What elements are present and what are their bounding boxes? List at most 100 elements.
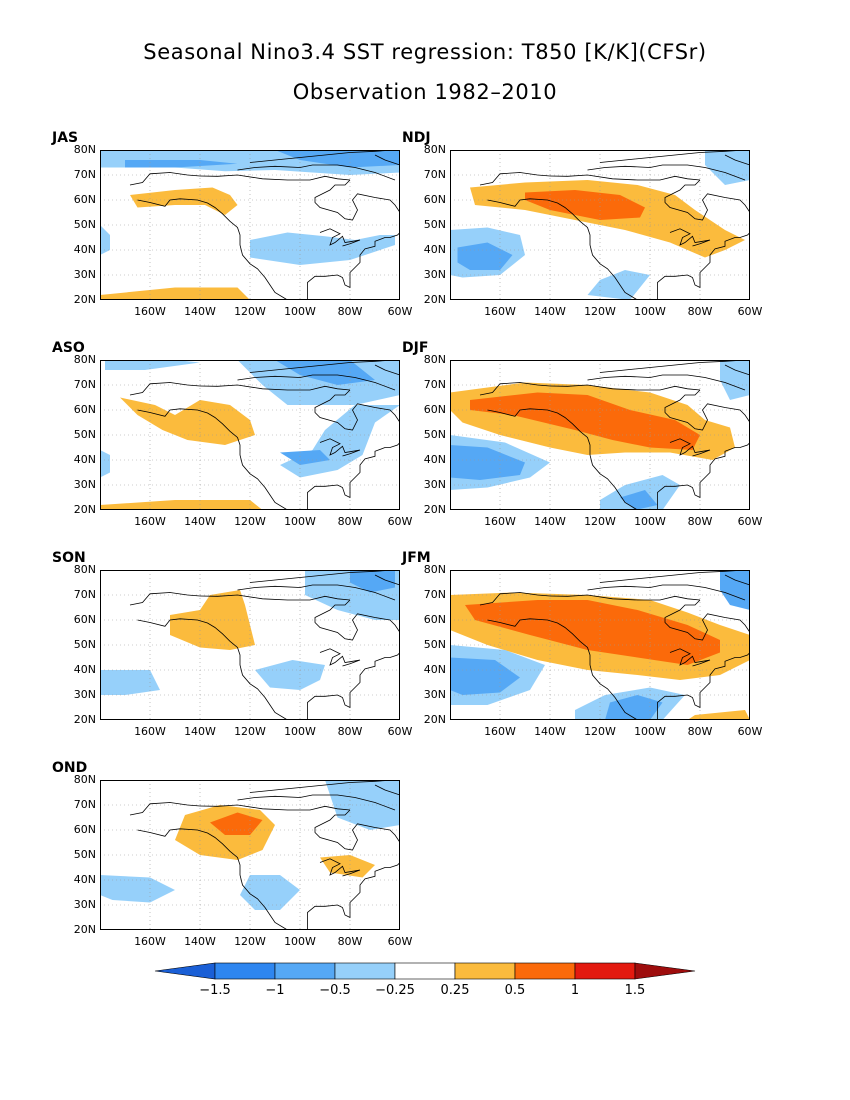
contour-region bbox=[240, 875, 300, 910]
coastline bbox=[307, 442, 400, 510]
map-panel-son: SON 80N 70N 60N 50N 40N 30N 20N 160W 140W 120W 100W… bbox=[50, 550, 412, 755]
coastline bbox=[237, 794, 396, 811]
coastline bbox=[199, 594, 351, 601]
coastline bbox=[129, 382, 201, 396]
map-area bbox=[450, 150, 750, 300]
lat-tick-label: 70N bbox=[73, 378, 96, 391]
coastline bbox=[137, 828, 288, 930]
colorbar-tick-label: 0.25 bbox=[440, 983, 470, 998]
coastline bbox=[307, 862, 400, 930]
contour-region bbox=[100, 500, 263, 510]
coastline bbox=[724, 364, 750, 376]
lon-tick-label: 60W bbox=[737, 515, 763, 528]
lat-tick-label: 20N bbox=[423, 713, 446, 726]
coastline bbox=[599, 360, 746, 373]
coastline bbox=[314, 179, 400, 233]
lat-tick-label: 70N bbox=[423, 168, 446, 181]
coastline bbox=[137, 198, 288, 300]
map-area bbox=[450, 570, 750, 720]
lat-tick-label: 70N bbox=[73, 798, 96, 811]
lat-tick-label: 70N bbox=[73, 588, 96, 601]
contour-region bbox=[250, 232, 395, 265]
lat-tick-label: 80N bbox=[73, 353, 96, 366]
lat-tick-label: 80N bbox=[423, 353, 446, 366]
colorbar-segment bbox=[334, 962, 396, 980]
lon-tick-label: 160W bbox=[134, 305, 166, 318]
contour-region bbox=[280, 450, 330, 465]
coastline bbox=[129, 592, 201, 606]
contour-region bbox=[457, 242, 513, 270]
lat-tick-label: 30N bbox=[423, 268, 446, 281]
map-panel-djf: DJF 80N 70N 60N 50N 40N 30N 20N 160W 140W 120W 100W… bbox=[400, 340, 762, 545]
panel-label: NDJ bbox=[402, 130, 431, 146]
map-area bbox=[450, 360, 750, 510]
contour-region bbox=[720, 360, 750, 400]
coastline bbox=[724, 154, 750, 166]
lat-tick-label: 50N bbox=[73, 848, 96, 861]
coastline bbox=[319, 858, 361, 877]
coastline bbox=[249, 780, 396, 793]
contour-region bbox=[125, 160, 238, 168]
lat-tick-label: 40N bbox=[73, 663, 96, 676]
lat-tick-label: 50N bbox=[423, 638, 446, 651]
coastline bbox=[249, 150, 396, 163]
coastline bbox=[374, 364, 400, 376]
coastline bbox=[137, 618, 288, 720]
lon-tick-label: 120W bbox=[584, 725, 616, 738]
contour-region bbox=[255, 660, 325, 690]
colorbar-arrow-high bbox=[634, 962, 696, 980]
lon-tick-label: 120W bbox=[234, 305, 266, 318]
lon-tick-label: 60W bbox=[387, 725, 413, 738]
lon-tick-label: 100W bbox=[284, 935, 316, 948]
coastline bbox=[307, 232, 400, 300]
map-svg bbox=[100, 780, 400, 930]
lat-tick-label: 80N bbox=[423, 563, 446, 576]
map-panel-jfm: JFM 80N 70N 60N 50N 40N 30N 20N 160W 140W 120W 100W… bbox=[400, 550, 762, 755]
lat-tick-label: 30N bbox=[73, 268, 96, 281]
coastline bbox=[669, 228, 711, 247]
contour-region bbox=[465, 600, 720, 665]
contour-region bbox=[105, 360, 200, 370]
lat-tick-label: 60N bbox=[423, 193, 446, 206]
coastline bbox=[487, 408, 638, 510]
lon-tick-label: 160W bbox=[484, 305, 516, 318]
map-area bbox=[100, 780, 400, 930]
coastline bbox=[599, 570, 746, 583]
panel-label: SON bbox=[52, 550, 86, 566]
lon-tick-label: 160W bbox=[134, 515, 166, 528]
coastline bbox=[237, 164, 396, 181]
lat-tick-label: 40N bbox=[73, 453, 96, 466]
lon-tick-label: 60W bbox=[737, 305, 763, 318]
colorbar: −1.5 −1 −0.5 −0.25 0.25 0.5 1 1.5 bbox=[150, 962, 700, 1002]
contour-region bbox=[350, 570, 395, 593]
figure-subtitle: Observation 1982–2010 bbox=[292, 80, 558, 104]
lon-tick-label: 80W bbox=[337, 305, 363, 318]
coastline bbox=[587, 164, 746, 181]
lat-tick-label: 20N bbox=[73, 923, 96, 936]
panel-label: JAS bbox=[52, 130, 79, 146]
lon-tick-label: 60W bbox=[387, 305, 413, 318]
lon-tick-label: 160W bbox=[134, 935, 166, 948]
coastline bbox=[657, 442, 750, 510]
coastline bbox=[479, 382, 551, 396]
colorbar-segment bbox=[274, 962, 336, 980]
colorbar-arrow-low bbox=[154, 962, 216, 980]
coastline bbox=[724, 574, 750, 586]
coastline bbox=[199, 174, 351, 181]
lon-tick-label: 140W bbox=[534, 725, 566, 738]
lon-tick-label: 100W bbox=[634, 305, 666, 318]
map-area bbox=[100, 150, 400, 300]
map-panel-ndj: NDJ 80N 70N 60N 50N 40N 30N 20N 160W 140W 120W 100W… bbox=[400, 130, 762, 335]
lat-tick-label: 30N bbox=[73, 478, 96, 491]
coastline bbox=[199, 384, 351, 391]
lon-tick-label: 140W bbox=[184, 305, 216, 318]
coastline bbox=[657, 652, 750, 720]
lat-tick-label: 40N bbox=[423, 663, 446, 676]
lat-tick-label: 60N bbox=[73, 403, 96, 416]
lat-tick-label: 30N bbox=[423, 478, 446, 491]
lat-tick-label: 70N bbox=[423, 378, 446, 391]
lon-tick-label: 80W bbox=[687, 725, 713, 738]
map-area bbox=[100, 360, 400, 510]
lat-tick-label: 80N bbox=[73, 773, 96, 786]
coastline bbox=[599, 150, 746, 163]
